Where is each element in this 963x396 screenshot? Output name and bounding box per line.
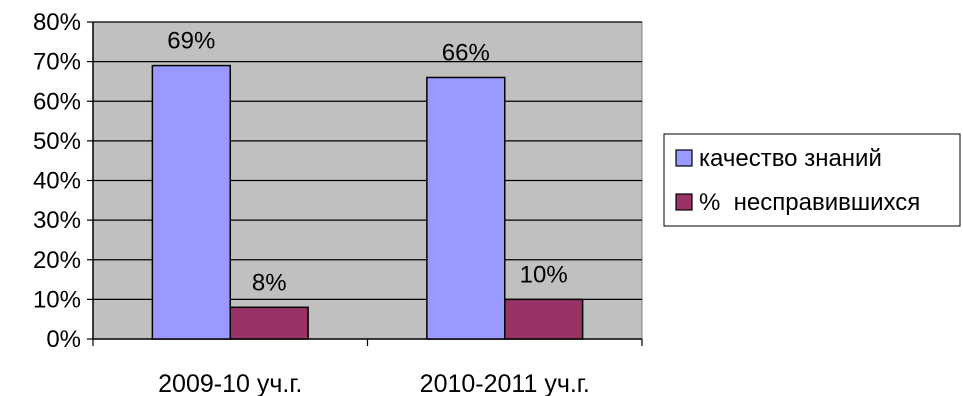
legend-swatch-1 <box>675 149 693 167</box>
y-tick-label: 0% <box>46 326 81 353</box>
y-tick-label: 10% <box>33 286 81 313</box>
data-label: 8% <box>252 269 287 296</box>
data-label: 66% <box>442 39 490 66</box>
bar <box>151 64 231 340</box>
category-label: 2009-10 уч.г. <box>158 370 302 396</box>
bar <box>426 76 506 340</box>
y-tick-label: 70% <box>33 49 81 76</box>
y-tick-label: 60% <box>33 88 81 115</box>
data-labels: 69% 8% 66% 10% <box>167 28 567 297</box>
data-label: 69% <box>167 28 215 55</box>
legend-label-1: качество знаний <box>699 145 882 172</box>
x-axis-ticks <box>92 339 643 346</box>
category-label: 2010-2011 уч.г. <box>420 370 590 396</box>
y-tick-label: 30% <box>33 207 81 234</box>
y-tick-label: 80% <box>33 9 81 36</box>
legend-label-2: % несправившихся <box>699 189 920 216</box>
y-tick-label: 40% <box>33 168 81 195</box>
category-labels: 2009-10 уч.г. 2010-2011 уч.г. <box>158 370 590 396</box>
legend-box <box>663 133 961 227</box>
bar <box>504 298 584 340</box>
data-label: 10% <box>520 261 568 288</box>
bars <box>151 64 584 340</box>
y-tick-label: 20% <box>33 247 81 274</box>
y-tick-label: 50% <box>33 128 81 155</box>
legend-swatch-2 <box>675 193 693 211</box>
bar <box>229 306 309 340</box>
y-axis-ticks: 0% 10% 20% 30% 40% 50% 60% 70% 80% <box>33 9 93 353</box>
legend: качество знаний % несправившихся <box>663 133 961 227</box>
